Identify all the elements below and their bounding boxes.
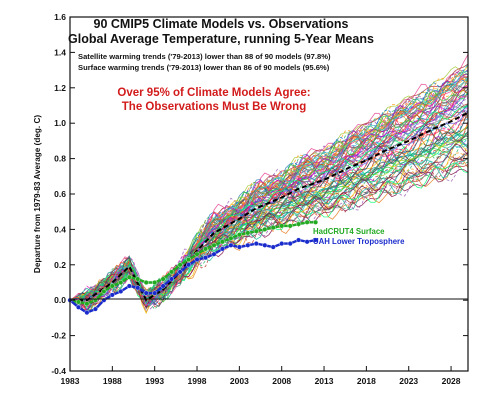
hadcrut4-point bbox=[101, 288, 107, 294]
hadcrut4-point bbox=[202, 246, 208, 252]
claim-line1: Over 95% of Climate Models Agree: bbox=[117, 87, 310, 99]
uah-point bbox=[194, 257, 200, 263]
chart-title-line1: 90 CMIP5 Climate Models vs. Observations bbox=[94, 17, 349, 31]
hadcrut4-point bbox=[126, 274, 132, 280]
hadcrut4-point bbox=[194, 251, 200, 257]
uah-point bbox=[236, 244, 242, 250]
hadcrut4-point bbox=[75, 299, 81, 305]
hadcrut4-point bbox=[304, 219, 310, 225]
uah-point bbox=[211, 251, 217, 257]
x-tick-label: 1988 bbox=[103, 376, 122, 386]
y-tick-label: 1.0 bbox=[54, 118, 66, 128]
uah-point bbox=[143, 290, 149, 296]
hadcrut4-point bbox=[152, 280, 158, 286]
y-tick-label: 0.8 bbox=[54, 154, 66, 164]
y-tick-label: 0.2 bbox=[54, 260, 66, 270]
y-axis-label: Departure from 1979-83 Average (deg. C) bbox=[33, 115, 42, 273]
uah-point bbox=[262, 242, 268, 248]
x-tick-label: 1993 bbox=[145, 376, 164, 386]
hadcrut4-point bbox=[177, 262, 183, 268]
uah-point bbox=[304, 239, 310, 245]
claim-line2: The Observations Must Be Wrong bbox=[122, 101, 306, 113]
x-tick-label: 2028 bbox=[442, 376, 461, 386]
y-tick-label: 0.0 bbox=[54, 295, 66, 305]
uah-point bbox=[152, 290, 158, 296]
x-tick-label: 2008 bbox=[272, 376, 291, 386]
uah-point bbox=[245, 242, 251, 248]
model-run-line bbox=[69, 161, 469, 306]
hadcrut4-point bbox=[211, 242, 217, 248]
model-run-line bbox=[69, 75, 469, 308]
uah-point bbox=[177, 269, 183, 275]
uah-point bbox=[202, 255, 208, 261]
uah-point bbox=[270, 244, 276, 250]
hadcrut4-point bbox=[118, 280, 124, 286]
model-mean-line bbox=[70, 111, 469, 302]
uah-point bbox=[92, 306, 98, 312]
uah-point bbox=[279, 241, 285, 247]
y-tick-label: 0.6 bbox=[54, 189, 66, 199]
model-run-line bbox=[69, 70, 469, 308]
uah-point bbox=[118, 288, 124, 294]
hadcrut4-point bbox=[84, 301, 90, 307]
uah-point bbox=[287, 241, 293, 247]
x-tick-label: 2023 bbox=[399, 376, 418, 386]
x-tick-label: 1998 bbox=[188, 376, 207, 386]
uah-point bbox=[186, 262, 192, 268]
uah-point bbox=[228, 242, 234, 248]
x-tick-label: 2018 bbox=[357, 376, 376, 386]
satellite-trend-note: Satellite warming trends ('79-2013) lowe… bbox=[78, 52, 331, 61]
y-tick-label: 0.4 bbox=[54, 224, 66, 234]
x-tick-label: 2003 bbox=[230, 376, 249, 386]
surface-trend-note: Surface warming trends ('79-2013) lower … bbox=[78, 63, 330, 72]
hadcrut4-point bbox=[109, 283, 115, 289]
x-tick-label: 2013 bbox=[315, 376, 334, 386]
model-run-line bbox=[69, 105, 469, 303]
hadcrut4-point bbox=[186, 257, 192, 263]
uah-point bbox=[219, 246, 225, 252]
uah-point bbox=[169, 276, 175, 282]
y-tick-label: -0.4 bbox=[51, 366, 66, 376]
hadcrut4-point bbox=[236, 232, 242, 238]
hadcrut4-point bbox=[279, 223, 285, 229]
model-run-line bbox=[69, 130, 469, 306]
y-tick-label: 1.2 bbox=[54, 83, 66, 93]
hadcrut4-point bbox=[287, 223, 293, 229]
uah-point bbox=[75, 304, 81, 310]
hadcrut4-point bbox=[296, 221, 302, 227]
hadcrut4-point bbox=[143, 280, 149, 286]
hadcrut4-point bbox=[262, 226, 268, 232]
chart-title-line2: Global Average Temperature, running 5-Ye… bbox=[68, 32, 374, 46]
hadcrut4-point bbox=[228, 235, 234, 241]
uah-point bbox=[253, 241, 259, 247]
uah-point bbox=[84, 310, 90, 316]
hadcrut4-point bbox=[313, 219, 319, 225]
uah-point bbox=[126, 283, 132, 289]
y-tick-label: -0.2 bbox=[51, 331, 66, 341]
model-run-line bbox=[69, 96, 469, 307]
hadcrut4-point bbox=[245, 230, 251, 236]
hadcrut4-label: HadCRUT4 Surface bbox=[313, 227, 385, 236]
hadcrut4-point bbox=[135, 276, 141, 282]
y-tick-label: 1.4 bbox=[54, 47, 66, 57]
hadcrut4-point bbox=[219, 239, 225, 245]
uah-point bbox=[160, 283, 166, 289]
axis-ticks: -0.4 -0.2 0.0 0.2 0.4 0.6 0.8 1.0 1.2 1.4 1.6 1983 1… bbox=[51, 12, 468, 386]
model-run-line bbox=[69, 152, 469, 307]
y-tick-label: 1.6 bbox=[54, 12, 66, 22]
uah-point bbox=[109, 292, 115, 298]
uah-point bbox=[296, 237, 302, 243]
uah-point bbox=[313, 237, 319, 243]
x-tick-label: 1983 bbox=[61, 376, 80, 386]
hadcrut4-point bbox=[270, 225, 276, 231]
hadcrut4-point bbox=[253, 228, 259, 234]
model-mean-line bbox=[70, 111, 469, 302]
hadcrut4-point bbox=[160, 276, 166, 282]
hadcrut4-point bbox=[169, 269, 175, 275]
uah-point bbox=[135, 285, 141, 291]
uah-label: UAH Lower Troposphere bbox=[313, 237, 405, 246]
